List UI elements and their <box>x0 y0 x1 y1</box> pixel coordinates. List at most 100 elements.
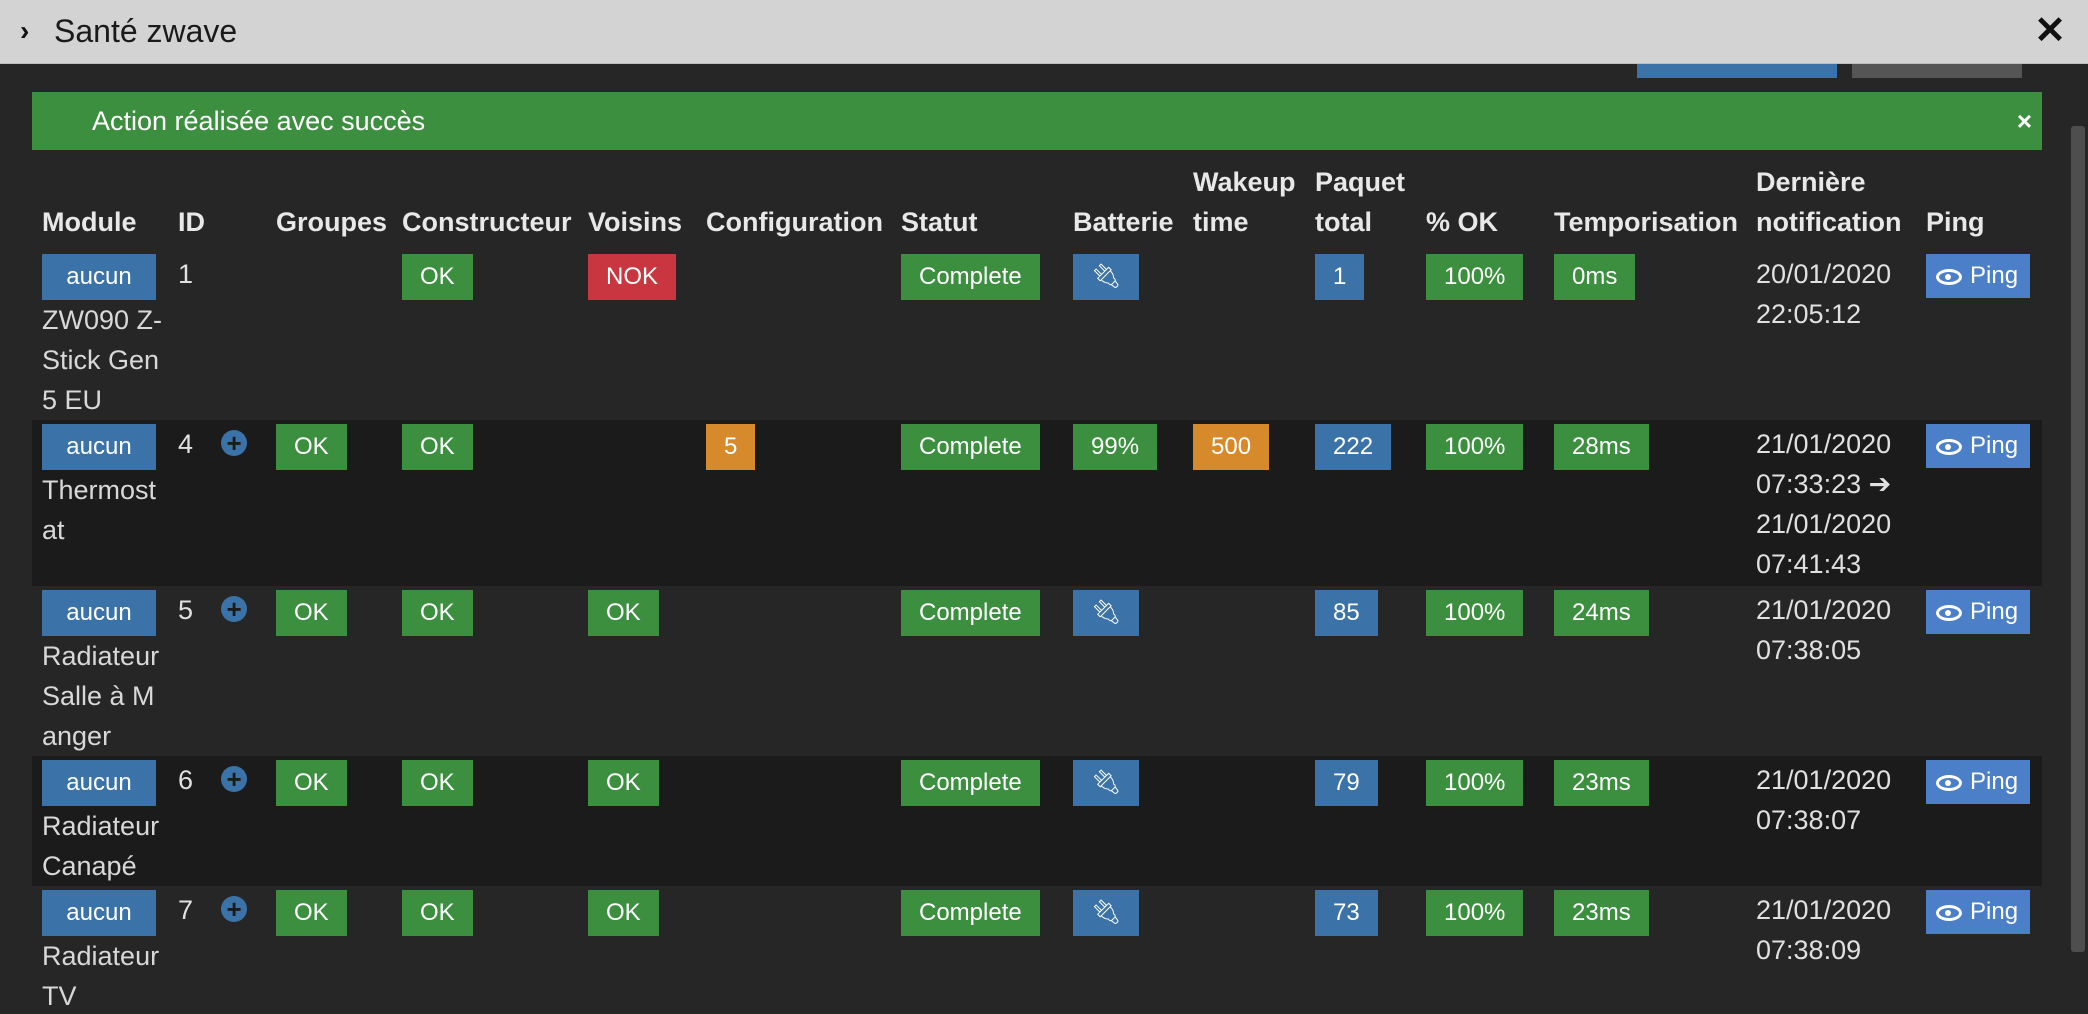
neighbors-badge: OK <box>588 890 659 936</box>
status-badge: Complete <box>901 890 1040 936</box>
toolbar-button-primary[interactable] <box>1637 64 1837 78</box>
toolbar-button-secondary[interactable] <box>1852 64 2022 78</box>
plus-circle-icon[interactable]: + <box>221 430 248 456</box>
scrollbar[interactable] <box>2071 126 2085 952</box>
plus-circle-icon[interactable]: + <box>221 896 248 922</box>
notif-date: 21/01/2020 <box>1756 429 1892 459</box>
col-wakeup-line2: time <box>1193 207 1249 237</box>
battery-badge: 🔌︎ <box>1073 760 1140 806</box>
module-room-button[interactable]: aucun <box>42 254 156 300</box>
notif-date: 21/01/2020 <box>1756 595 1892 625</box>
battery-badge: 🔌︎ <box>1073 890 1140 936</box>
notif-time: 07:33:23 ➔ <box>1756 469 1892 499</box>
eye-icon <box>1936 904 1962 921</box>
wakeup-badge: 500 <box>1193 424 1270 470</box>
col-battery: Batterie <box>1073 207 1174 237</box>
col-last-notif-line1: Dernière <box>1756 167 1866 197</box>
plug-icon: 🔌︎ <box>1091 599 1122 626</box>
chevron-right-icon[interactable]: › <box>20 15 30 46</box>
ping-button[interactable]: Ping <box>1926 424 2031 468</box>
close-icon[interactable]: ✕ <box>2034 10 2066 52</box>
node-id: 6 <box>178 765 194 795</box>
config-badge: 5 <box>706 424 756 470</box>
packets-badge: 79 <box>1315 760 1378 806</box>
neighbors-badge: NOK <box>588 254 677 300</box>
notif-time-end: 07:41:43 <box>1756 549 1862 579</box>
plus-circle-icon[interactable]: + <box>221 596 248 622</box>
module-room-button[interactable]: aucun <box>42 890 156 936</box>
timing-badge: 23ms <box>1554 760 1649 806</box>
manufacturer-badge: OK <box>402 590 473 636</box>
timing-badge: 24ms <box>1554 590 1649 636</box>
col-status: Statut <box>901 207 978 237</box>
col-id: ID <box>178 207 205 237</box>
table-row: aucun Radiateur Salle à Manger 5 + OK OK O… <box>32 586 2042 756</box>
notif-date: 20/01/2020 <box>1756 259 1892 289</box>
manufacturer-badge: OK <box>402 424 473 470</box>
ping-button[interactable]: Ping <box>1926 590 2031 634</box>
col-wakeup-line1: Wakeup <box>1193 167 1296 197</box>
battery-badge: 99% <box>1073 424 1158 470</box>
ok-pct-badge: 100% <box>1426 424 1524 470</box>
col-config: Configuration <box>706 207 883 237</box>
status-badge: Complete <box>901 590 1040 636</box>
modal-titlebar: › Santé zwave ✕ <box>0 0 2088 64</box>
col-module: Module <box>42 207 137 237</box>
notif-date: 21/01/2020 <box>1756 765 1892 795</box>
ping-label: Ping <box>1970 432 2019 459</box>
table-row: aucun Thermostat 4 + OK OK 5 Complete 99% … <box>32 420 2042 586</box>
col-wakeup: Wakeup time <box>1183 150 1305 250</box>
neighbors-badge: OK <box>588 760 659 806</box>
manufacturer-badge: OK <box>402 760 473 806</box>
packets-badge: 73 <box>1315 890 1378 936</box>
col-packets-line1: Paquet <box>1315 167 1406 197</box>
node-id: 1 <box>178 259 194 289</box>
module-room-button[interactable]: aucun <box>42 424 156 470</box>
col-manufacturer: Constructeur <box>402 207 572 237</box>
plug-icon: 🔌︎ <box>1091 899 1122 926</box>
eye-icon <box>1936 604 1962 621</box>
module-name: Radiateur Salle à Manger <box>42 641 160 751</box>
col-last-notif-line2: notification <box>1756 207 1902 237</box>
modal-content: Action réalisée avec succès × Module ID … <box>3 64 2085 1014</box>
col-ping: Ping <box>1926 207 1985 237</box>
battery-badge: 🔌︎ <box>1073 590 1140 636</box>
module-room-button[interactable]: aucun <box>42 590 156 636</box>
status-badge: Complete <box>901 424 1040 470</box>
plug-icon: 🔌︎ <box>1091 263 1122 290</box>
module-name: Thermostat <box>42 475 157 545</box>
notif-time: 07:38:05 <box>1756 635 1862 665</box>
node-id: 7 <box>178 895 194 925</box>
ping-label: Ping <box>1970 768 2019 795</box>
ping-button[interactable]: Ping <box>1926 760 2031 804</box>
notif-date-end: 21/01/2020 <box>1756 509 1892 539</box>
success-alert: Action réalisée avec succès × <box>32 92 2042 150</box>
eye-icon <box>1936 268 1962 285</box>
groups-badge: OK <box>276 760 347 806</box>
col-ok-pct: % OK <box>1426 207 1499 237</box>
table-header: Module ID Groupes Constructeur Voisins C… <box>32 150 2042 250</box>
notif-time: 07:38:09 <box>1756 935 1862 965</box>
timing-badge: 0ms <box>1554 254 1636 300</box>
alert-close-icon[interactable]: × <box>2016 106 2032 136</box>
plug-icon: 🔌︎ <box>1091 769 1122 796</box>
plus-circle-icon[interactable]: + <box>221 766 248 792</box>
timing-badge: 28ms <box>1554 424 1649 470</box>
groups-badge: OK <box>276 590 347 636</box>
groups-badge: OK <box>276 890 347 936</box>
packets-badge: 85 <box>1315 590 1378 636</box>
node-id: 5 <box>178 595 194 625</box>
node-id: 4 <box>178 429 194 459</box>
notif-time: 07:38:07 <box>1756 805 1862 835</box>
health-table: Module ID Groupes Constructeur Voisins C… <box>32 150 2042 1014</box>
notif-date: 21/01/2020 <box>1756 895 1892 925</box>
col-neighbors: Voisins <box>588 207 683 237</box>
module-name: Radiateur TV <box>42 941 160 1011</box>
status-badge: Complete <box>901 760 1040 806</box>
module-room-button[interactable]: aucun <box>42 760 156 806</box>
neighbors-badge: OK <box>588 590 659 636</box>
ping-label: Ping <box>1970 262 2019 289</box>
ping-button[interactable]: Ping <box>1926 890 2031 934</box>
ping-button[interactable]: Ping <box>1926 254 2031 298</box>
col-timing: Temporisation <box>1554 207 1739 237</box>
